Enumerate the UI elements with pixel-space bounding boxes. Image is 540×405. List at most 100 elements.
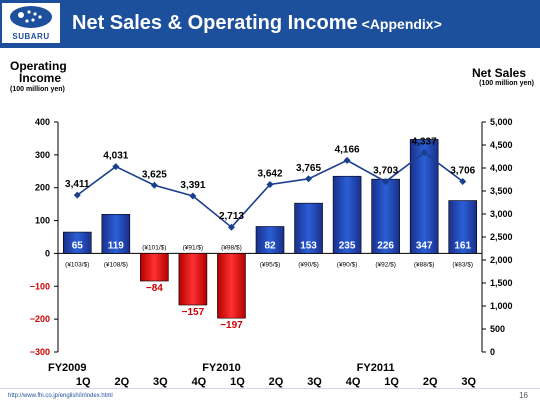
right-tick-label: 1,000 <box>490 301 513 311</box>
exchange-rate-label: (¥90/$) <box>337 261 358 268</box>
bar-value-label: 235 <box>339 240 356 251</box>
operating-income-bar <box>448 200 478 254</box>
right-tick-label: 3,500 <box>490 186 513 196</box>
net-sales-value-label: 3,391 <box>180 180 205 191</box>
subaru-logo: SUBARU <box>2 3 60 43</box>
right-axis-title: Net Sales <box>471 66 526 80</box>
net-sales-line <box>76 151 464 229</box>
net-sales-point <box>305 175 313 183</box>
net-sales-point <box>382 178 390 186</box>
left-tick-label: 400 <box>35 117 50 127</box>
left-tick-label: −200 <box>30 314 50 324</box>
net-sales-value-label: 3,703 <box>373 166 398 177</box>
bar-value-label: 82 <box>264 240 276 251</box>
left-axis-unit: (100 million yen) <box>10 86 65 93</box>
exchange-rate-label: (¥108/$) <box>104 261 128 268</box>
net-sales-point <box>343 156 351 164</box>
net-sales-point <box>266 180 274 188</box>
bar-value-label: 347 <box>416 240 433 251</box>
right-tick-label: 0 <box>490 347 495 357</box>
operating-income-bar <box>294 202 323 254</box>
footer-url[interactable]: http://www.fhi.co.jp/english/ir/index.ht… <box>8 393 113 399</box>
net-sales-value-label: 4,337 <box>412 136 437 147</box>
net-sales-value-label: 2,713 <box>219 211 244 222</box>
exchange-rate-label: (¥103/$) <box>65 261 89 268</box>
bar-value-label: 226 <box>377 240 394 251</box>
left-tick-label: 200 <box>35 183 50 193</box>
left-tick-label: 300 <box>35 150 50 160</box>
net-sales-point <box>420 148 428 156</box>
bar-value-label: −197 <box>220 320 243 331</box>
net-sales-point <box>459 178 467 186</box>
right-tick-label: 1,500 <box>490 278 513 288</box>
exchange-rate-label: (¥91/$) <box>183 244 204 251</box>
operating-income-bar <box>178 253 208 306</box>
operating-income-bar <box>409 139 439 254</box>
quarter-label: 2Q <box>114 376 129 388</box>
page-title-suffix: <Appendix> <box>361 16 442 32</box>
right-tick-label: 2,500 <box>490 232 513 242</box>
fiscal-year-label: FY2010 <box>202 362 241 374</box>
quarter-label: 1Q <box>384 376 399 388</box>
bar-value-label: 119 <box>108 240 125 251</box>
quarter-label: 2Q <box>269 376 284 388</box>
net-sales-value-label: 3,625 <box>142 169 167 180</box>
right-tick-label: 5,000 <box>490 117 513 127</box>
net-sales-point <box>189 192 197 200</box>
left-tick-label: −300 <box>30 347 50 357</box>
net-sales-point <box>150 181 158 189</box>
footer-divider <box>0 388 540 389</box>
quarter-label: 1Q <box>230 376 245 388</box>
net-sales-value-label: 4,166 <box>335 144 360 155</box>
left-tick-label: −100 <box>30 281 50 291</box>
fiscal-year-label: FY2009 <box>48 362 87 374</box>
right-axis-unit: (100 million yen) <box>479 80 534 87</box>
net-sales-value-label: 3,642 <box>257 168 282 179</box>
logo-text: SUBARU <box>12 32 50 41</box>
operating-income-bar <box>371 178 400 254</box>
bar-value-label: 65 <box>72 240 84 251</box>
page-title-main: Net Sales & Operating Income <box>72 12 358 34</box>
exchange-rate-label: (¥83/$) <box>452 261 473 268</box>
net-sales-point <box>227 223 235 231</box>
net-sales-value-label: 3,706 <box>450 166 475 177</box>
operating-income-bar <box>62 231 92 254</box>
operating-income-bar <box>217 253 246 319</box>
page-title: Net Sales & Operating Income <Appendix> <box>72 12 442 35</box>
operating-income-bar <box>101 214 131 254</box>
quarter-label: 4Q <box>346 376 361 388</box>
quarter-label: 2Q <box>423 376 438 388</box>
bar-value-label: −157 <box>182 307 205 318</box>
net-sales-point <box>112 163 120 171</box>
exchange-rate-label: (¥101/$) <box>142 244 166 251</box>
quarter-label: 3Q <box>461 376 476 388</box>
operating-income-bar <box>332 175 362 254</box>
exchange-rate-label: (¥98/$) <box>221 244 242 251</box>
quarter-label: 3Q <box>307 376 322 388</box>
bar-value-label: 161 <box>454 240 471 251</box>
page-number: 16 <box>519 391 528 400</box>
quarter-label: 4Q <box>192 376 207 388</box>
right-tick-label: 4,000 <box>490 163 513 173</box>
bar-value-label: −84 <box>146 283 163 294</box>
operating-income-bar <box>140 253 169 282</box>
quarter-label: 1Q <box>76 376 91 388</box>
net-sales-point <box>73 191 81 199</box>
left-tick-label: 100 <box>35 216 50 226</box>
fiscal-year-label: FY2011 <box>357 362 395 374</box>
exchange-rate-label: (¥88/$) <box>414 261 435 268</box>
exchange-rate-label: (¥92/$) <box>375 261 396 268</box>
bar-value-label: 153 <box>300 240 317 251</box>
net-sales-value-label: 4,031 <box>103 151 128 162</box>
right-tick-label: 500 <box>490 324 505 334</box>
quarter-label: 3Q <box>153 376 168 388</box>
left-axis-title-line2: Income <box>19 71 62 85</box>
left-tick-label: 0 <box>45 248 50 258</box>
right-tick-label: 3,000 <box>490 209 513 219</box>
left-axis-title-line1: Operating <box>10 59 67 73</box>
exchange-rate-label: (¥95/$) <box>260 261 281 268</box>
right-tick-label: 4,500 <box>490 140 513 150</box>
right-tick-label: 2,000 <box>490 255 513 265</box>
operating-income-bar <box>255 226 285 254</box>
